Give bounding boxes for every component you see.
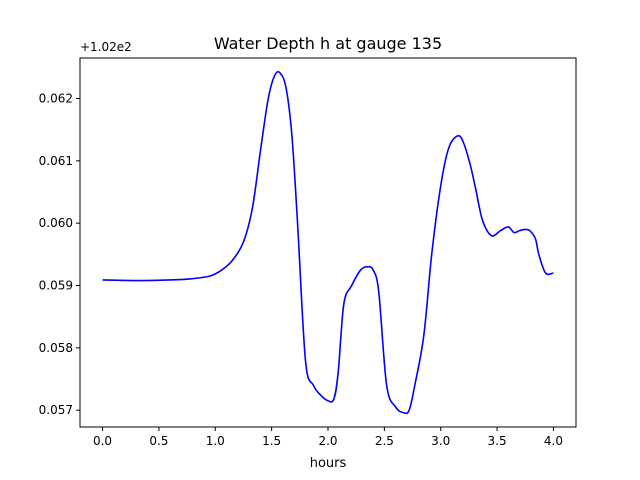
series-line [102, 70, 554, 415]
x-tick-label: 1.5 [262, 434, 281, 448]
y-offset-label: +1.02e2 [80, 40, 132, 54]
chart-title: Water Depth h at gauge 135 [214, 34, 442, 53]
x-tick-label: 2.0 [318, 434, 337, 448]
x-tick-label: 1.0 [206, 434, 225, 448]
x-tick-label: 3.0 [431, 434, 450, 448]
x-tick-label: 4.0 [544, 434, 563, 448]
x-axis: 0.0 0.5 1.0 1.5 2.0 2.5 3.0 3.5 4.0 [93, 427, 563, 448]
y-tick-label: 0.061 [39, 154, 73, 168]
x-tick-label: 3.5 [488, 434, 507, 448]
y-tick-label: 0.060 [39, 216, 73, 230]
y-axis: 0.057 0.058 0.059 0.060 0.061 0.062 [39, 92, 80, 417]
x-tick-label: 2.5 [375, 434, 394, 448]
y-tick-label: 0.059 [39, 279, 73, 293]
y-tick-label: 0.062 [39, 92, 73, 106]
x-tick-label: 0.5 [149, 434, 168, 448]
y-tick-label: 0.058 [39, 341, 73, 355]
y-tick-label: 0.057 [39, 403, 73, 417]
x-axis-label: hours [310, 456, 347, 471]
x-tick-label: 0.0 [93, 434, 112, 448]
